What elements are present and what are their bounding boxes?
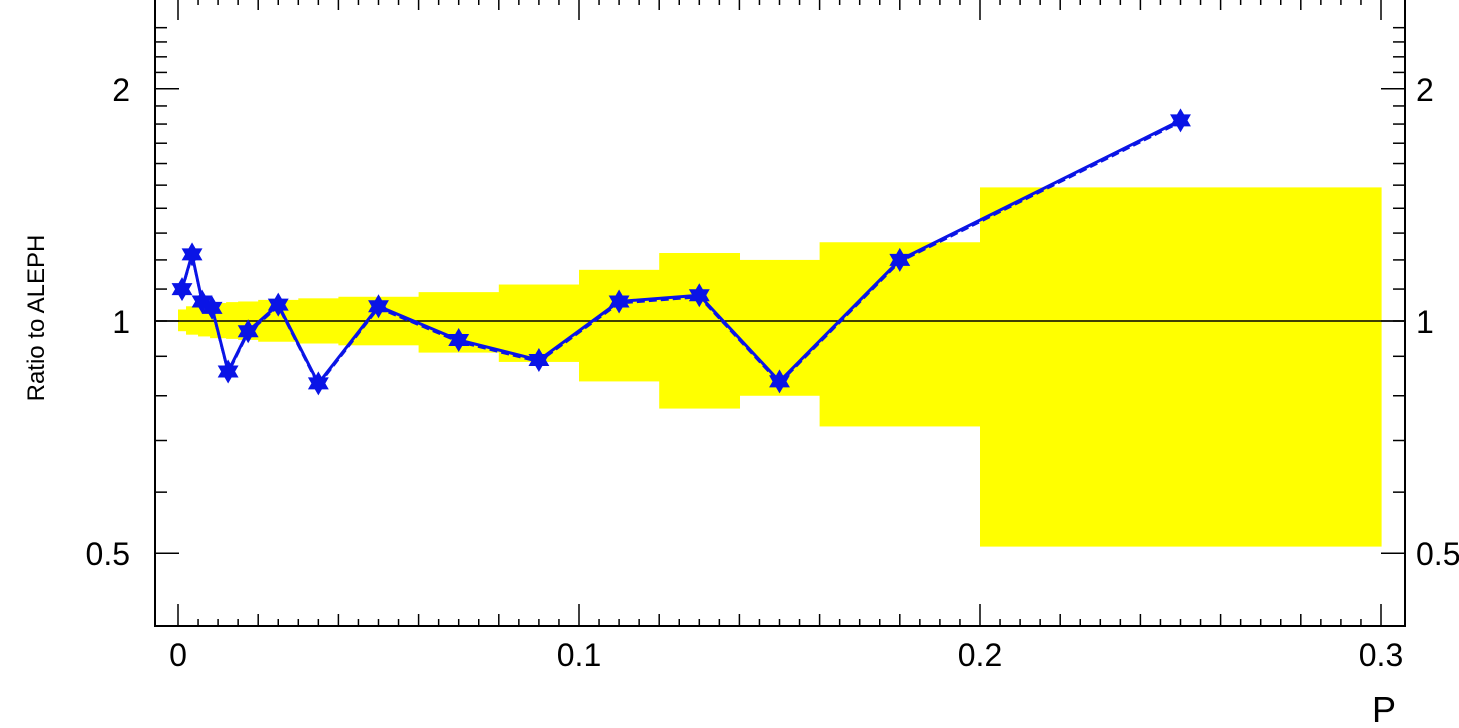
data-point [368, 294, 389, 319]
tick-labels: 0 0.1 0.2 0.3 0.5 1 2 2 1 0.5 [86, 72, 1459, 673]
data-point [608, 289, 630, 314]
data-point [307, 371, 329, 396]
data-point [1170, 108, 1191, 133]
data-point [217, 359, 239, 384]
band-segment [659, 253, 740, 409]
y-tick-label-right: 1 [1416, 304, 1434, 340]
data-point [528, 348, 550, 373]
y-tick-label-right: 2 [1416, 72, 1434, 108]
data-point [769, 369, 790, 394]
band-segment [980, 187, 1382, 547]
data-series [171, 108, 1191, 396]
data-point [171, 277, 193, 302]
x-tick-label: 0.2 [958, 637, 1002, 673]
y-tick-label-right: 0.5 [1416, 536, 1459, 572]
x-tick-label: 0 [169, 637, 187, 673]
y-tick-label: 1 [112, 304, 130, 340]
band-segment [579, 269, 660, 382]
x-tick-label: 0.1 [557, 637, 601, 673]
uncertainty-band [178, 187, 1382, 547]
y-tick-label: 0.5 [86, 536, 130, 572]
data-point [448, 327, 470, 352]
y-axis-title: Ratio to ALEPH [23, 235, 50, 402]
band-segment [819, 242, 981, 427]
data-point [237, 319, 259, 344]
x-tick-label: 0.3 [1359, 637, 1403, 673]
data-point [889, 247, 911, 272]
axis-ticks [155, 0, 1405, 626]
data-point [267, 292, 289, 317]
y-tick-label: 2 [112, 72, 130, 108]
data-point [181, 242, 203, 267]
data-point [688, 283, 710, 308]
x-axis-title: P [1372, 689, 1396, 728]
data-point [201, 295, 223, 320]
